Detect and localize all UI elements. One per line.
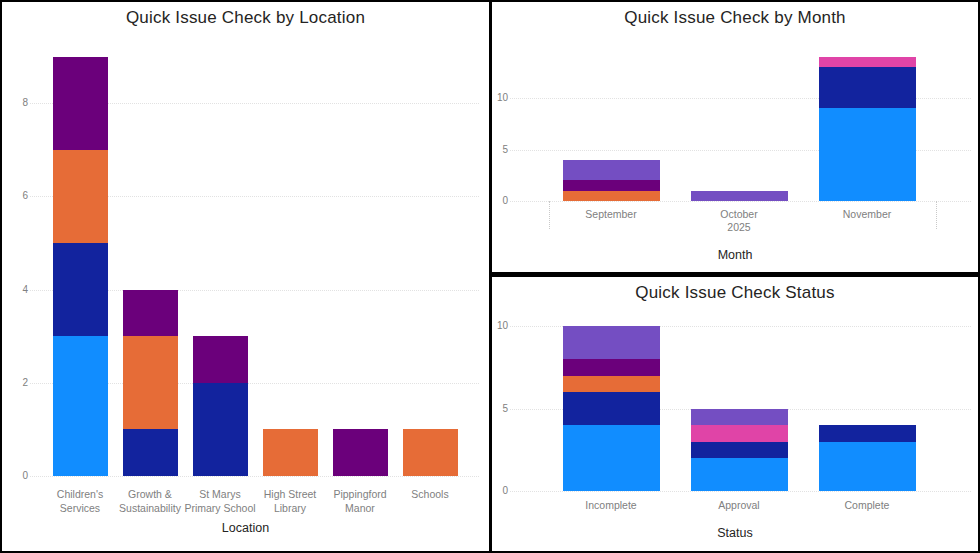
bar-segment[interactable] [819, 425, 916, 442]
x-axis-tick-label: St Marys Primary School [183, 487, 257, 515]
month-x-axis-title: Month [492, 248, 978, 262]
x-axis-tick-label: November [804, 207, 930, 221]
location-x-axis-title: Location [2, 521, 489, 535]
x-axis-tick-label: Incomplete [548, 498, 674, 512]
status-x-axis-title: Status [492, 526, 978, 540]
y-axis-tick-label: 0 [494, 485, 508, 496]
bar-segment[interactable] [123, 336, 178, 429]
bar-segment[interactable] [819, 67, 916, 108]
bar-segment[interactable] [691, 425, 788, 442]
bar-segment[interactable] [403, 429, 458, 476]
x-axis-tick-label: Growth & Sustainability [113, 487, 187, 515]
x-axis-tick-label: Complete [804, 498, 930, 512]
bar-segment[interactable] [193, 383, 248, 476]
year-bracket-line [936, 201, 937, 229]
bar-segment[interactable] [263, 429, 318, 476]
bar-segment[interactable] [53, 243, 108, 336]
y-axis-tick-label: 10 [494, 320, 508, 331]
bar-segment[interactable] [691, 409, 788, 426]
bar-segment[interactable] [691, 442, 788, 459]
x-axis-tick-label: October [676, 207, 802, 221]
location-chart-title: Quick Issue Check by Location [2, 8, 489, 28]
status-chart-title: Quick Issue Check Status [492, 283, 978, 303]
bar-segment[interactable] [563, 326, 660, 359]
bar-segment[interactable] [563, 180, 660, 190]
dashboard: Quick Issue Check by Location Location 0… [0, 0, 980, 553]
bar-segment[interactable] [691, 191, 788, 201]
x-axis-tick-label: Pippingford Manor [323, 487, 397, 515]
x-axis-tick-label: High Street Library [253, 487, 327, 515]
y-axis-tick-label: 0 [4, 470, 28, 481]
y-gridline [510, 201, 971, 202]
bar-segment[interactable] [563, 359, 660, 376]
bar-segment[interactable] [53, 336, 108, 476]
bar-segment[interactable] [563, 191, 660, 201]
bar-segment[interactable] [819, 442, 916, 492]
y-gridline [30, 476, 479, 477]
bar-segment[interactable] [563, 376, 660, 393]
y-axis-tick-label: 4 [4, 284, 28, 295]
x-axis-year-label: 2025 [676, 221, 802, 233]
bar-segment[interactable] [123, 290, 178, 337]
y-axis-tick-label: 6 [4, 190, 28, 201]
y-axis-tick-label: 8 [4, 97, 28, 108]
y-gridline [510, 491, 971, 492]
chart-panel-location: Quick Issue Check by Location Location 0… [2, 2, 489, 551]
bar-segment[interactable] [53, 150, 108, 243]
bar-segment[interactable] [819, 57, 916, 67]
chart-panel-month: Quick Issue Check by Month Month 0 5 10 Sep… [492, 2, 978, 272]
bar-segment[interactable] [123, 429, 178, 476]
bar-segment[interactable] [691, 458, 788, 491]
x-axis-tick-label: Children's Services [43, 487, 117, 515]
chart-panel-status: Quick Issue Check Status Status 0 5 10 Inco… [492, 277, 978, 551]
bar-segment[interactable] [563, 392, 660, 425]
bar-segment[interactable] [333, 429, 388, 476]
bar-segment[interactable] [563, 425, 660, 491]
x-axis-tick-label: Schools [393, 487, 467, 501]
bar-segment[interactable] [193, 336, 248, 383]
y-axis-tick-label: 2 [4, 377, 28, 388]
bar-segment[interactable] [819, 108, 916, 201]
month-chart-title: Quick Issue Check by Month [492, 8, 978, 28]
bar-segment[interactable] [53, 57, 108, 150]
y-axis-tick-label: 5 [494, 144, 508, 155]
year-bracket-line [549, 201, 550, 229]
bar-segment[interactable] [563, 160, 660, 181]
x-axis-tick-label: September [548, 207, 674, 221]
x-axis-tick-label: Approval [676, 498, 802, 512]
y-axis-tick-label: 0 [494, 195, 508, 206]
y-axis-tick-label: 5 [494, 403, 508, 414]
y-axis-tick-label: 10 [494, 92, 508, 103]
